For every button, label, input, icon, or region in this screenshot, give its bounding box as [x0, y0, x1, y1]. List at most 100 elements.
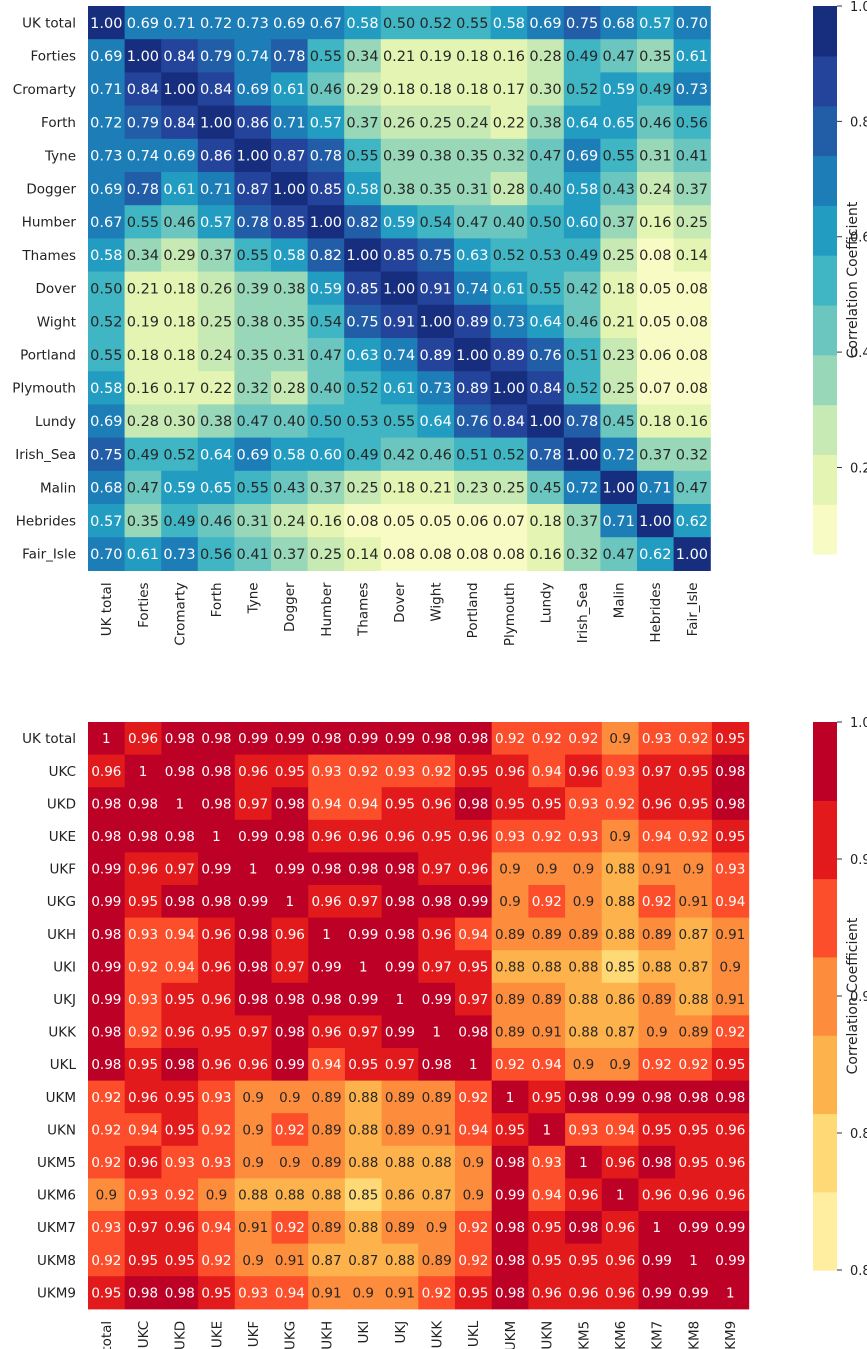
cell-value-label: 1: [139, 764, 148, 780]
cell-value-label: 0.9: [573, 862, 594, 878]
heatmap-cell: [417, 172, 455, 206]
cell-value-label: 0.59: [163, 481, 195, 497]
cell-value-label: 0.98: [312, 992, 342, 1008]
heatmap-cell: [418, 1145, 456, 1179]
cell-value-label: 0.49: [639, 82, 671, 98]
heatmap-cell: [197, 72, 235, 107]
heatmap-2: 1 0.96 0.98 0.98 0.99 0.99 0.98 0.99 0.99 0.98 0.9…: [22, 716, 867, 1349]
heatmap-cell: [124, 39, 162, 73]
heatmap-cell: [308, 819, 346, 853]
heatmap-cell: [675, 1080, 713, 1114]
heatmap-cell: [124, 172, 162, 206]
heatmap-cell: [417, 437, 455, 472]
heatmap-cell: [565, 1145, 603, 1179]
cell-value-label: 0.85: [605, 959, 635, 975]
cell-value-label: 0.98: [495, 1285, 525, 1301]
cell-value-label: 0.96: [568, 764, 598, 780]
heatmap-cell: [88, 950, 126, 984]
cell-value-label: 0.78: [237, 215, 269, 231]
cell-value-label: 0.98: [91, 927, 121, 943]
heatmap-cell: [490, 338, 528, 372]
heatmap-cell: [527, 371, 565, 405]
cell-value-label: 0.08: [383, 547, 415, 563]
heatmap-cell: [380, 537, 418, 571]
cell-value-label: 0.38: [237, 315, 269, 331]
heatmap-cell: [527, 338, 565, 372]
cell-value-label: 0.21: [383, 49, 415, 65]
heatmap-cell: [307, 72, 345, 107]
heatmap-cell: [308, 787, 346, 821]
cell-value-label: 0.92: [642, 894, 672, 910]
heatmap-cell: [637, 238, 675, 273]
cell-value-label: 0.9: [463, 1188, 484, 1204]
cell-value-label: 0.35: [273, 315, 305, 331]
cell-value-label: 0.96: [605, 1220, 635, 1236]
heatmap-cell: [271, 1015, 309, 1049]
heatmap-cell: [88, 819, 126, 853]
cell-value-label: 0.14: [346, 547, 378, 563]
heatmap-cell: [124, 537, 162, 571]
cell-value-label: 0.91: [385, 1285, 415, 1301]
heatmap-cell: [197, 338, 235, 372]
cell-value-label: 0.97: [385, 1057, 415, 1073]
cell-value-label: 0.9: [609, 731, 630, 747]
cell-value-label: 0.98: [715, 764, 745, 780]
heatmap-cell: [454, 371, 492, 405]
heatmap-cell: [380, 304, 418, 339]
heatmap-cell: [88, 982, 126, 1016]
heatmap-cell: [307, 138, 345, 173]
heatmap-cell: [161, 852, 199, 886]
cell-value-label: 0.25: [676, 215, 708, 231]
heatmap-cell: [344, 105, 382, 140]
heatmap-cell: [307, 205, 345, 239]
column-tick-label: UKJ: [393, 1321, 409, 1344]
cell-value-label: 0.25: [346, 481, 378, 497]
cell-value-label: 0.88: [642, 959, 672, 975]
heatmap-cell: [637, 105, 675, 140]
heatmap-cell: [124, 271, 162, 306]
heatmap-cell: [344, 852, 383, 886]
heatmap-cell: [454, 338, 492, 372]
heatmap-cell: [198, 787, 236, 821]
cell-value-label: 0.05: [639, 315, 671, 331]
heatmap-cell: [234, 1015, 273, 1049]
cell-value-label: 0.99: [385, 731, 415, 747]
cell-value-label: 0.84: [163, 115, 195, 131]
cell-value-label: 0.9: [279, 1155, 300, 1171]
heatmap-cell: [565, 722, 603, 756]
cell-value-label: 0.58: [90, 381, 122, 397]
cell-value-label: 0.95: [128, 1253, 158, 1269]
row-tick-label: Wight: [37, 314, 76, 330]
heatmap-cell: [344, 39, 382, 73]
heatmap-cell: [380, 138, 418, 173]
heatmap-cell: [198, 1015, 236, 1049]
row-tick-label: UKJ: [53, 992, 76, 1008]
cell-value-label: 1.00: [603, 481, 635, 497]
column-tick-label: UKL: [466, 1320, 482, 1347]
cell-value-label: 0.78: [310, 149, 342, 165]
heatmap-cell: [271, 1276, 309, 1310]
cell-value-label: 0.16: [529, 547, 561, 563]
heatmap-cell: [124, 852, 162, 886]
heatmap-cell: [455, 1276, 493, 1310]
heatmap-cell: [197, 105, 235, 140]
colorbar-band: [813, 255, 837, 306]
cell-value-label: 0.96: [642, 796, 672, 812]
cell-value-label: 0.47: [310, 348, 342, 364]
heatmap-cell: [454, 304, 492, 339]
cell-value-label: 0.69: [237, 82, 269, 98]
cell-value-label: 0.71: [639, 481, 671, 497]
heatmap-cell: [344, 72, 382, 107]
heatmap-cell: [197, 271, 235, 306]
cell-value-label: 0.25: [310, 547, 342, 563]
cell-value-label: 0.71: [200, 182, 232, 198]
heatmap-cell: [711, 982, 750, 1016]
heatmap-cell: [490, 371, 528, 405]
heatmap-cell: [124, 1243, 162, 1277]
cell-value-label: 0.55: [90, 348, 122, 364]
cell-value-label: 0.50: [383, 16, 415, 32]
cell-value-label: 0.74: [383, 348, 415, 364]
heatmap-cell: [601, 1211, 640, 1245]
heatmap-cell: [271, 885, 309, 919]
